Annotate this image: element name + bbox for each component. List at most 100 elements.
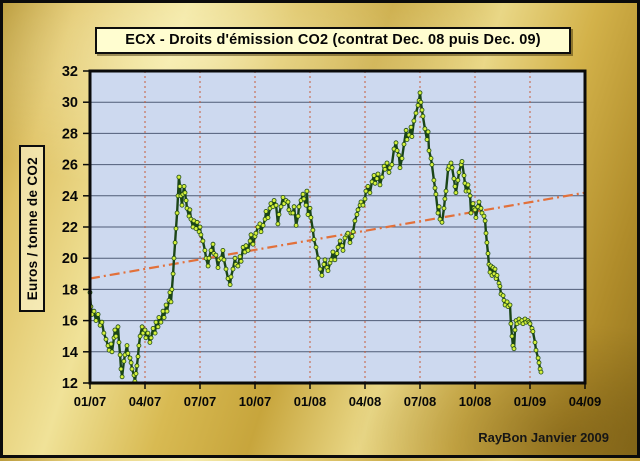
data-point [535, 355, 541, 361]
data-point [428, 155, 434, 161]
data-point [137, 333, 143, 339]
data-point [121, 358, 127, 364]
data-point [315, 255, 321, 261]
data-point [228, 274, 234, 280]
data-point [221, 257, 227, 263]
data-point [129, 366, 135, 372]
data-point [465, 182, 471, 188]
data-point [538, 369, 544, 375]
data-point [322, 257, 328, 263]
data-point [367, 190, 373, 196]
data-point [232, 255, 238, 261]
data-point [230, 266, 236, 272]
y-tick-label: 16 [62, 314, 78, 330]
data-point [321, 261, 327, 267]
data-point [176, 174, 182, 180]
data-point [530, 329, 536, 334]
data-point [527, 321, 533, 327]
y-tick-label: 14 [62, 345, 78, 361]
data-point [347, 240, 353, 246]
y-tick-label: 22 [62, 220, 78, 236]
data-point [504, 299, 510, 305]
data-point [393, 140, 399, 146]
data-point [170, 271, 176, 277]
data-point [422, 126, 428, 132]
data-point [512, 327, 518, 333]
data-point [482, 218, 488, 224]
data-point [101, 330, 107, 336]
data-point [374, 176, 380, 182]
data-point [99, 319, 105, 325]
data-point [103, 336, 109, 342]
data-point [109, 349, 115, 355]
data-point [308, 215, 314, 221]
data-point [449, 165, 455, 171]
data-point [441, 205, 447, 211]
data-point [210, 241, 216, 247]
data-point [280, 194, 286, 200]
data-point [198, 232, 204, 238]
data-point [337, 238, 343, 244]
data-point [220, 247, 226, 253]
data-point [426, 148, 432, 154]
data-point [160, 308, 166, 314]
data-point [155, 324, 161, 330]
data-point [278, 204, 284, 210]
data-point [355, 207, 361, 213]
data-point [386, 169, 392, 175]
data-point [455, 177, 461, 183]
data-point [435, 210, 441, 216]
data-point [153, 319, 159, 325]
data-point [452, 183, 458, 189]
x-tick-label: 01/08 [294, 394, 327, 409]
data-point [182, 190, 188, 196]
data-point [213, 252, 219, 258]
data-point [276, 212, 282, 217]
data-point [152, 330, 158, 336]
data-point [301, 196, 307, 202]
x-tick-label: 07/08 [404, 394, 437, 409]
x-tick-label: 10/07 [239, 394, 272, 409]
data-point [362, 196, 368, 202]
data-point [345, 230, 351, 236]
data-point [304, 188, 310, 194]
data-point [532, 339, 538, 345]
data-point [247, 238, 253, 244]
data-point [533, 347, 539, 353]
data-point [237, 254, 243, 260]
data-point [158, 319, 164, 325]
data-point [248, 232, 254, 238]
data-point [420, 113, 426, 119]
y-tick-label: 12 [62, 376, 78, 392]
data-point [473, 215, 479, 221]
x-tick-label: 04/08 [349, 394, 382, 409]
data-point [295, 213, 301, 219]
data-point [116, 339, 122, 345]
data-point [418, 99, 424, 105]
data-point [163, 302, 169, 308]
data-point [330, 249, 336, 255]
data-point [459, 159, 465, 164]
data-point [375, 171, 381, 177]
data-point [265, 215, 271, 221]
data-point [91, 308, 97, 314]
data-point [177, 183, 183, 189]
y-tick-label: 26 [62, 158, 78, 174]
x-tick-label: 04/07 [129, 394, 162, 409]
data-point [481, 213, 487, 219]
data-point [171, 255, 177, 261]
data-point [174, 210, 180, 216]
data-point [285, 199, 291, 205]
data-point [202, 247, 208, 253]
data-point [128, 360, 134, 366]
data-point [352, 218, 358, 224]
data-point [183, 198, 189, 203]
data-point [250, 241, 256, 247]
data-point [208, 247, 214, 253]
data-point [494, 272, 500, 278]
data-point [95, 311, 101, 317]
data-point [377, 182, 383, 188]
data-point [507, 302, 513, 308]
data-point [112, 327, 118, 333]
